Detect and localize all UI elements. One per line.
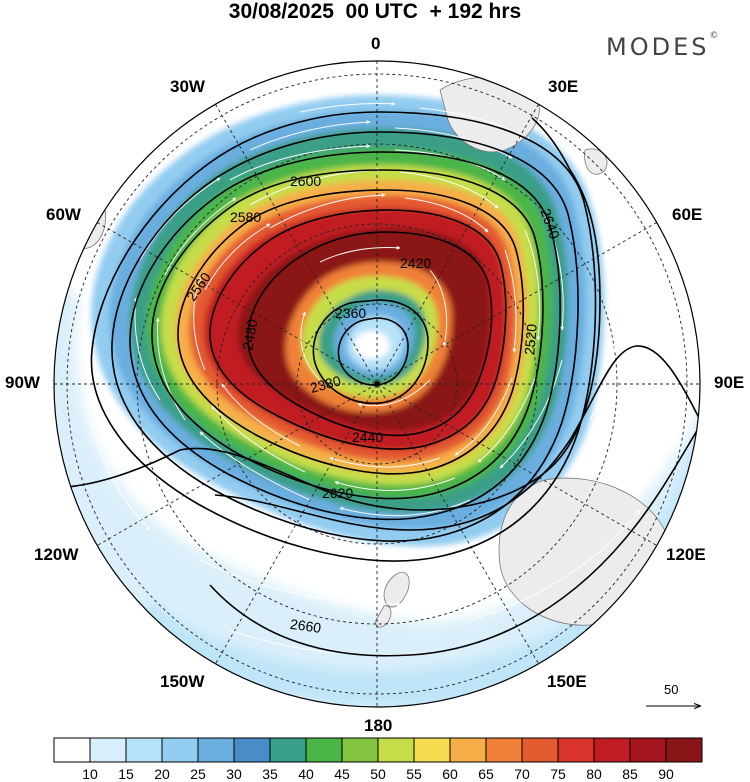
wind-streamline [269,193,386,229]
wind-streamline [357,379,431,407]
map-frame [53,60,701,708]
wind-streamline [204,223,271,291]
wind-streamline [504,249,517,353]
wind-streamline [394,127,513,159]
lon-label-120w: 120W [34,545,79,564]
lon-label-150w: 150W [160,672,205,691]
wind-streamline [139,177,221,261]
wind-streamline [133,297,161,401]
wind-streamline [211,405,306,473]
wind-streamline [221,383,301,447]
wind-streamline [249,120,371,151]
wind-streamline [499,359,563,469]
contour-label: 2440 [352,429,383,445]
modes-logo: MODES© [606,31,719,61]
contour-2380 [312,299,429,404]
wind-streamline [399,171,499,209]
chart-title: 30/08/2025 00 UTC + 192 hrs [228,0,522,23]
contour-label: 2420 [400,255,431,271]
wind-streamline [89,419,151,531]
contour-2640 [54,117,601,511]
brand-mark: © [709,31,719,41]
contour-2600 [111,131,579,542]
contour-2660-inner [214,345,700,531]
wind-streamline [524,229,541,341]
contour-labels: 2360 2380 2420 2440 2480 2520 2560 2580 … [183,173,563,636]
pole-marker [374,381,380,387]
wind-streamline [589,299,621,421]
contours [54,111,700,657]
contour-2660-outer [209,409,700,657]
reference-vector-label: 50 [664,682,679,697]
lon-label-90e: 90E [714,373,745,392]
contour-2580 [129,151,561,521]
contour-label: 2660 [289,616,322,636]
contour-2480 [209,209,507,450]
lon-label-30w: 30W [170,77,205,96]
wind-streamline [469,509,641,621]
wind-streamline [329,457,441,468]
wind-streamline [319,245,401,263]
band-inner-10 [354,331,390,359]
contour-2520 [177,189,525,475]
map-disk: 2360 2380 2420 2440 2480 2520 2560 2580 … [54,61,700,707]
shading-haze-rim [140,420,700,707]
wind-streamline [193,277,206,371]
lon-label-150e: 150E [547,672,587,691]
wind-streamline [429,269,448,347]
wind-streamline [419,107,531,141]
contour-2620 [90,111,597,562]
contour-label: 2600 [290,173,321,189]
wind-streamline [454,377,513,456]
wind-streamline [404,197,489,233]
lon-label-120e: 120E [666,545,706,564]
wind-streamline [299,101,396,113]
wind-streamline [477,369,539,463]
graticule [54,61,700,707]
lon-label-90w: 90W [5,373,40,392]
wind-streamline [199,559,401,607]
contour-2360 [337,317,409,386]
lon-label-30e: 30E [548,77,579,96]
lon-label-60w: 60W [46,205,81,224]
lon-label-60e: 60E [672,205,703,224]
wind-streamline [119,469,321,542]
contour-2440 [247,231,493,437]
lon-label-0: 0 [371,34,381,53]
wind-streamline [229,144,371,181]
madagascar [584,148,608,175]
contour-label: 2520 [521,323,540,356]
wind-streamline [629,339,682,461]
wind-streamline [164,197,237,276]
wind-streamline [199,431,311,501]
contour-label: 2360 [335,305,366,321]
contour-label: 2580 [230,209,261,225]
lon-label-180: 180 [364,716,393,735]
wind-streamline [339,499,471,517]
wind-streamline [334,477,456,491]
wind-streamline [300,311,321,381]
brand-name: MODES [606,33,710,61]
new-zealand-south [375,605,392,628]
contour-2560 [151,169,544,500]
contour-label: 2480 [239,318,260,352]
contour-label: 2380 [308,372,342,396]
wind-streamline [155,317,186,421]
latitude-circle-3 [136,143,618,625]
wind-vectors [89,101,682,656]
contour-label: 2620 [322,485,353,501]
